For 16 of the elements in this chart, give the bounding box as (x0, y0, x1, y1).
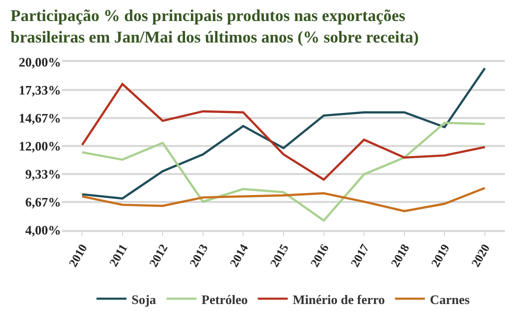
y-tick-label: 17,33% (18, 82, 61, 98)
line-series (81, 122, 486, 222)
line-series (81, 67, 486, 200)
y-tick-label: 20,00% (18, 54, 61, 70)
line-series (81, 186, 486, 212)
y-tick-label: 9,33% (25, 166, 61, 182)
chart-title: Participação % dos principais produtos nas exportações brasileiras em Jan/Mai dos últimos anos (% sobre receita) (10, 6, 419, 47)
line-series (81, 82, 486, 181)
y-tick-label: 6,67% (25, 194, 61, 210)
legend-label: Soja (132, 292, 157, 307)
legend-label: Petróleo (202, 292, 248, 307)
legend-label: Minério de ferro (292, 292, 385, 307)
legend-label: Carnes (430, 292, 470, 307)
y-tick-label: 14,67% (18, 110, 61, 126)
y-tick-label: 12,00% (18, 138, 61, 154)
y-tick-label: 4,00% (25, 222, 61, 238)
